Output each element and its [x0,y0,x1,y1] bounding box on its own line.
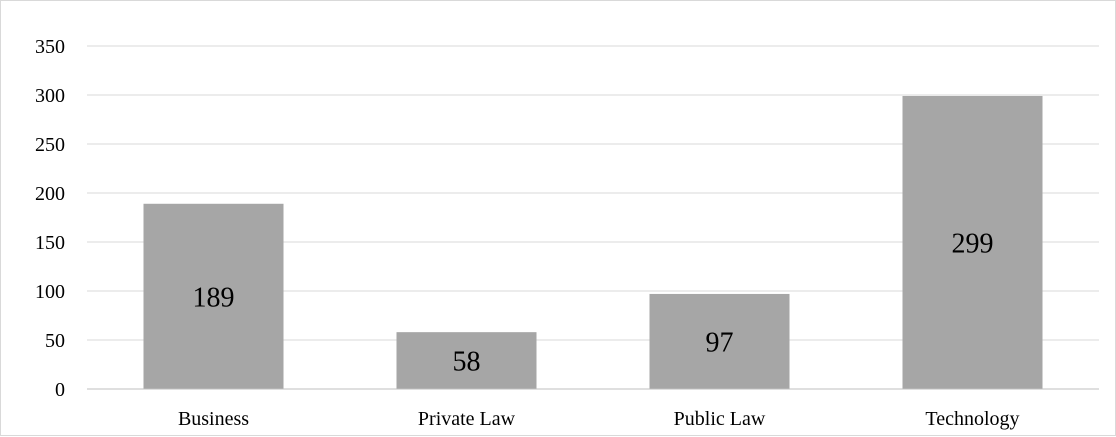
bars [143,95,1043,389]
bar-technology [902,95,1043,389]
data-labels: 189 58 97 299 [193,228,994,377]
y-tick-label: 50 [45,330,65,352]
x-category-label: Private Law [418,408,516,430]
x-category-label: Public Law [674,408,766,430]
data-label: 97 [706,327,734,358]
data-label: 189 [193,282,235,313]
y-tick-label: 350 [35,36,65,58]
bar-public-law [649,293,790,389]
x-axis-categories: Business Private Law Public Law Technology [178,408,1020,430]
bar-private-law [396,332,537,389]
y-tick-label: 100 [35,281,65,303]
y-tick-label: 0 [55,379,65,401]
y-axis-ticks: 0 50 100 150 200 250 300 350 [35,36,65,401]
y-tick-label: 250 [35,134,65,156]
data-label: 58 [453,347,481,378]
x-category-label: Technology [925,408,1019,430]
y-tick-label: 150 [35,232,65,254]
x-category-label: Business [178,408,249,430]
data-label: 299 [952,228,994,259]
y-tick-label: 300 [35,85,65,107]
bar-business [143,203,284,389]
y-tick-label: 200 [35,183,65,205]
